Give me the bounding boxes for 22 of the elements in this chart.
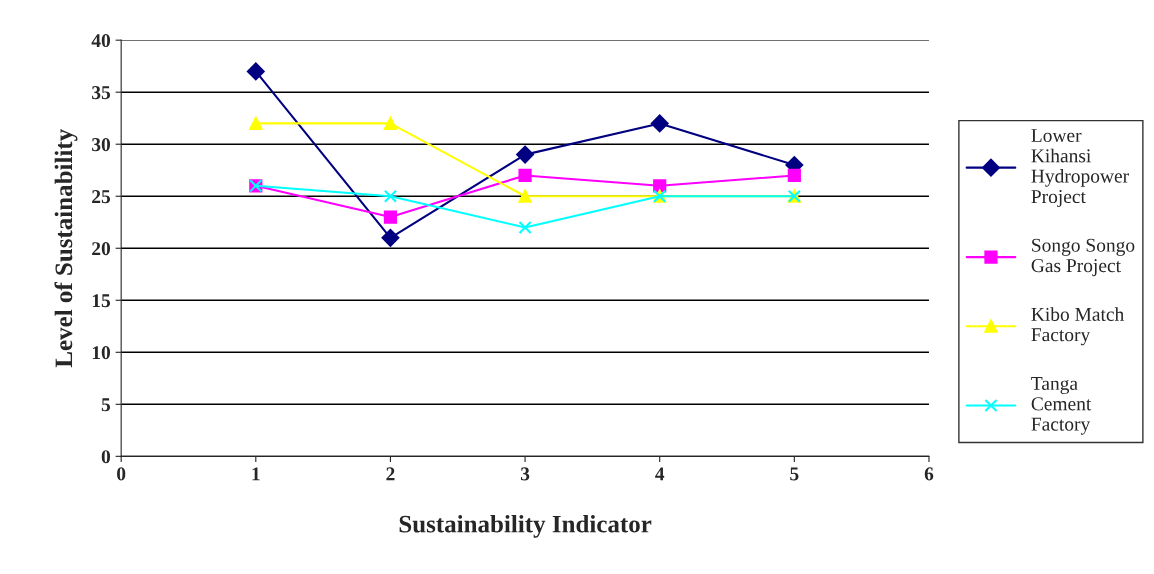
legend-label: Tanga Cement Factory bbox=[1031, 377, 1092, 435]
y-tick-label: 40 bbox=[91, 34, 111, 48]
x-axis-title: Sustainability Indicator bbox=[399, 514, 652, 538]
x-tick-label: 3 bbox=[520, 467, 530, 481]
y-tick-label: 0 bbox=[101, 450, 111, 464]
y-tick-label: 30 bbox=[92, 138, 111, 152]
y-tick-label: 35 bbox=[92, 86, 111, 100]
y-axis-title: Level of Sustainability bbox=[54, 129, 78, 368]
x-tick-label: 1 bbox=[252, 467, 260, 481]
y-tick-label: 25 bbox=[92, 190, 111, 204]
legend-label: Kibo Match Factory bbox=[1031, 307, 1124, 346]
y-tick-label: 15 bbox=[92, 294, 111, 308]
legend-label: Lower Kihansi Hydropower Project bbox=[1031, 129, 1129, 208]
x-tick-label: 6 bbox=[924, 467, 934, 481]
y-tick-label: 20 bbox=[92, 242, 111, 256]
x-tick-label: 5 bbox=[790, 467, 799, 481]
x-tick-label: 2 bbox=[386, 467, 395, 481]
legend-label: Songo Songo Gas Project bbox=[1031, 238, 1135, 277]
x-tick-label: 4 bbox=[655, 467, 665, 481]
y-tick-label: 5 bbox=[101, 398, 111, 412]
x-tick-label: 0 bbox=[117, 467, 126, 481]
y-tick-label: 10 bbox=[92, 346, 111, 360]
